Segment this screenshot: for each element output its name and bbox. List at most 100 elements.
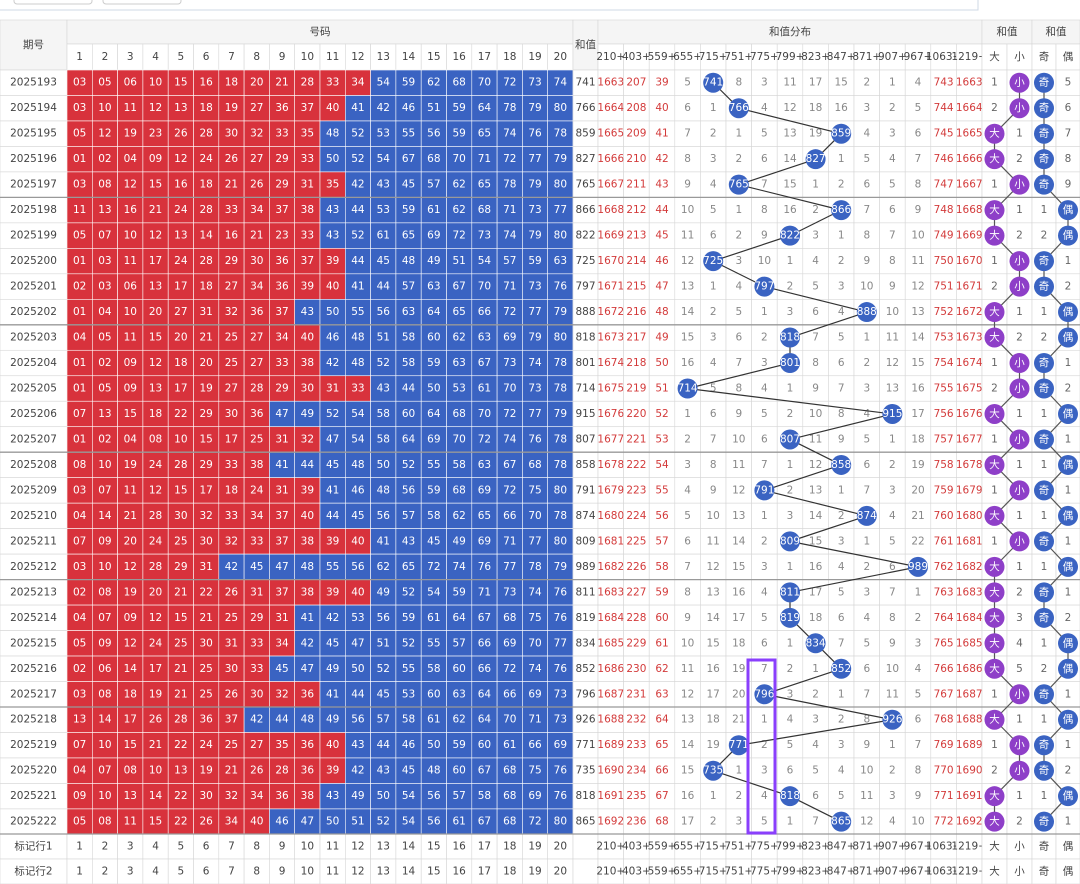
number-cell: 69: [427, 433, 440, 445]
number-cell: 69: [478, 484, 491, 496]
distribution-cell: 211: [626, 179, 646, 191]
distribution-cell: 6: [761, 637, 768, 649]
sum-cell: 796: [575, 688, 595, 700]
sum-cell: 866: [575, 204, 595, 216]
distribution-cell: 50: [655, 357, 668, 369]
footer-bin: 907+: [878, 841, 907, 853]
number-cell: 78: [554, 510, 567, 522]
distribution-cell: 9: [889, 637, 896, 649]
distribution-cell: 772: [934, 816, 954, 828]
parity-cell: 1: [1041, 306, 1048, 318]
distribution-cell: 9: [812, 383, 819, 395]
sum-cell-bg: [572, 248, 599, 275]
size-cell-bg: [1006, 324, 1033, 351]
number-cell-bg: [294, 69, 321, 96]
number-cell: 01: [73, 383, 86, 395]
number-cell: 45: [402, 765, 415, 777]
number-cell: 33: [301, 230, 314, 242]
number-cell: 44: [351, 688, 365, 700]
distribution-cell: 16: [809, 561, 823, 573]
distribution-cell: 227: [626, 586, 646, 598]
size-cell: 1: [1016, 306, 1023, 318]
distribution-cell: 3: [812, 714, 819, 726]
parity-mark: 偶: [1063, 636, 1074, 649]
parity-mark: 奇: [1039, 611, 1050, 624]
number-cell: 55: [351, 306, 364, 318]
distribution-cell: 5: [838, 586, 845, 598]
number-cell: 28: [149, 510, 162, 522]
number-cell-bg: [522, 69, 549, 96]
number-cell-bg: [344, 349, 371, 377]
distribution-cell-bg: [597, 349, 624, 377]
size-cell: 1: [991, 484, 998, 496]
number-cell-bg: [218, 273, 245, 300]
distribution-cell: 6: [684, 102, 691, 114]
distribution-cell: 1: [915, 586, 922, 598]
number-cell: 58: [402, 332, 415, 344]
number-cell: 18: [199, 179, 212, 191]
distribution-cell-bg: [751, 299, 778, 326]
footer-number: 11: [326, 841, 339, 853]
distribution-cell-bg: [853, 95, 880, 122]
footer-number: 4: [152, 866, 159, 878]
number-cell: 13: [73, 714, 86, 726]
number-cell: 28: [275, 765, 288, 777]
number-cell-bg: [243, 95, 270, 122]
number-cell: 01: [73, 153, 86, 165]
distribution-cell: 3: [812, 230, 819, 242]
footer-number: 20: [554, 841, 567, 853]
number-cell: 34: [351, 77, 365, 89]
distribution-cell: 4: [684, 484, 691, 496]
number-cell: 39: [326, 535, 339, 547]
number-cell: 74: [503, 230, 517, 242]
number-cell-bg: [420, 222, 447, 249]
distribution-cell: 67: [655, 790, 668, 802]
number-cell: 36: [301, 739, 315, 751]
size-cell: 1: [1016, 459, 1023, 471]
distribution-cell: 1688: [956, 714, 983, 726]
distribution-cell-bg: [597, 273, 624, 300]
number-cell: 48: [351, 357, 364, 369]
footer-number: 16: [452, 866, 466, 878]
number-cell: 58: [402, 357, 415, 369]
footer-number: 1: [76, 841, 83, 853]
number-cell: 73: [503, 357, 516, 369]
distribution-cell: 64: [655, 714, 669, 726]
number-cell-bg: [471, 222, 498, 249]
number-cell: 59: [402, 204, 415, 216]
number-cell: 13: [124, 790, 137, 802]
distribution-cell: 3: [735, 255, 742, 267]
parity-mark: 奇: [1039, 356, 1050, 369]
toolbar-button[interactable]: [102, 0, 182, 5]
size-cell: 1: [991, 255, 998, 267]
sum-cell-bg: [572, 146, 599, 173]
size-cell: 1: [991, 433, 998, 445]
parity-cell: 1: [1065, 255, 1072, 267]
number-cell: 70: [528, 510, 541, 522]
footer-number: 20: [554, 866, 567, 878]
number-cell-bg: [547, 222, 574, 249]
distribution-cell: 4: [761, 383, 768, 395]
toolbar-button[interactable]: [13, 0, 93, 5]
size-mark: 大: [989, 331, 1000, 344]
footer-size: 小: [1014, 841, 1025, 853]
distribution-cell: 9: [838, 433, 845, 445]
distribution-cell: 15: [732, 561, 745, 573]
size-mark: 小: [1014, 255, 1025, 267]
size-mark: 大: [989, 713, 1000, 726]
distribution-cell: 9: [735, 408, 742, 420]
number-cell: 78: [554, 459, 567, 471]
distribution-cell-bg: [802, 375, 829, 402]
number-cell: 18: [199, 281, 212, 293]
distribution-cell: 233: [626, 739, 646, 751]
number-cell: 11: [73, 204, 86, 216]
number-cell-bg: [92, 426, 118, 453]
sum-cell-bg: [572, 171, 599, 198]
distribution-cell-bg: [956, 95, 983, 122]
distribution-cell: 2: [889, 459, 896, 471]
bin-label-bg: [623, 43, 650, 71]
number-cell: 68: [503, 765, 516, 777]
number-cell: 26: [225, 153, 239, 165]
number-cell: 32: [301, 433, 314, 445]
footer-number: 16: [452, 841, 466, 853]
